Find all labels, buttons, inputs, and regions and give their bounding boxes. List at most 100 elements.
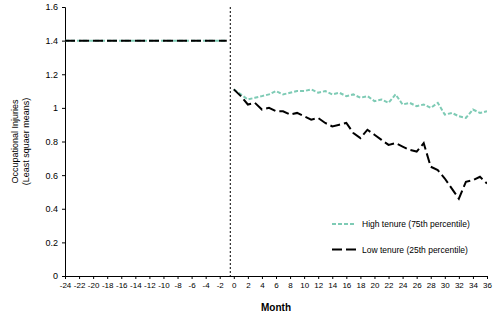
y-tick-label: 0.8 — [45, 137, 58, 147]
x-tick-mark — [459, 276, 460, 279]
y-tick: 0.2 — [45, 238, 65, 248]
legend: High tenure (75th percentile) Low tenure … — [332, 219, 470, 255]
x-tick: -8 — [174, 276, 182, 290]
legend-label: High tenure (75th percentile) — [362, 219, 470, 229]
y-tick: 0.6 — [45, 171, 65, 181]
y-tick-mark — [62, 142, 65, 143]
x-tick: 2 — [246, 276, 251, 290]
y-tick-label: 0.4 — [45, 204, 58, 214]
x-axis-line — [66, 277, 488, 280]
x-tick-mark — [374, 276, 375, 279]
x-tick: 14 — [328, 276, 337, 290]
x-tick: 30 — [441, 276, 450, 290]
x-tick-label: 22 — [385, 281, 394, 290]
y-tick: 0.4 — [45, 204, 65, 214]
x-tick-mark — [445, 276, 446, 279]
x-tick-label: 8 — [288, 281, 293, 290]
x-tick-label: -12 — [144, 281, 156, 290]
x-tick: 34 — [469, 276, 478, 290]
x-tick-label: -6 — [189, 281, 197, 290]
legend-item: Low tenure (25th percentile) — [332, 245, 468, 255]
y-tick-label: 0.2 — [45, 238, 58, 248]
x-tick-mark — [431, 276, 432, 279]
legend-label: Low tenure (25th percentile) — [362, 245, 468, 255]
data-area — [65, 7, 487, 276]
x-tick-label: -14 — [130, 281, 142, 290]
x-tick-label: -22 — [74, 281, 86, 290]
y-tick: 1.6 — [45, 2, 65, 12]
x-tick-mark — [403, 276, 404, 279]
x-tick-mark — [487, 276, 488, 279]
x-tick: -16 — [116, 276, 128, 290]
x-tick-mark — [417, 276, 418, 279]
y-tick: 1.4 — [45, 36, 65, 46]
x-tick-mark — [318, 276, 319, 279]
plot: -24-22-20-18-16-14-12-10-8-6-4-202468101… — [45, 2, 492, 289]
y-tick-mark — [62, 74, 65, 75]
x-tick-mark — [163, 276, 164, 279]
x-tick-label: 34 — [469, 281, 478, 290]
x-tick-mark — [192, 276, 193, 279]
y-axis-title-line: Occupational Injuries — [10, 99, 20, 184]
y-tick: 0 — [53, 271, 65, 281]
y-tick-mark — [62, 41, 65, 42]
x-tick: 16 — [342, 276, 351, 290]
y-axis-line — [62, 8, 66, 277]
x-tick: -4 — [203, 276, 211, 290]
x-tick: 10 — [300, 276, 309, 290]
y-tick-mark — [62, 209, 65, 210]
y-tick-label: 1.4 — [45, 36, 58, 46]
x-tick-label: -24 — [60, 281, 72, 290]
x-axis-title: Month — [261, 302, 291, 313]
x-tick-label: 2 — [246, 281, 251, 290]
x-axis: -24-22-20-18-16-14-12-10-8-6-4-202468101… — [60, 276, 493, 290]
y-tick-mark — [62, 276, 65, 277]
x-tick: 32 — [455, 276, 464, 290]
x-tick-mark — [178, 276, 179, 279]
x-tick-label: -20 — [88, 281, 100, 290]
y-tick-mark — [62, 242, 65, 243]
x-tick-mark — [206, 276, 207, 279]
x-tick: 28 — [427, 276, 436, 290]
y-axis-title-line: (Least squaer means) — [21, 98, 31, 186]
x-tick-mark — [107, 276, 108, 279]
x-tick-mark — [332, 276, 333, 279]
y-tick-label: 0 — [53, 271, 58, 281]
x-tick: 36 — [483, 276, 492, 290]
x-tick-mark — [346, 276, 347, 279]
reference-line — [230, 7, 231, 276]
x-tick: 20 — [371, 276, 380, 290]
x-tick-label: 12 — [314, 281, 323, 290]
x-tick: -22 — [74, 276, 86, 290]
x-tick: 12 — [314, 276, 323, 290]
x-tick: -20 — [88, 276, 100, 290]
x-tick-mark — [262, 276, 263, 279]
x-tick: -6 — [189, 276, 197, 290]
x-tick-label: -16 — [116, 281, 128, 290]
x-tick-label: 28 — [427, 281, 436, 290]
x-tick: 6 — [274, 276, 279, 290]
x-tick: -18 — [102, 276, 114, 290]
y-axis-title: Occupational Injuries(Least squaer means… — [10, 98, 31, 186]
x-tick: -14 — [130, 276, 142, 290]
legend-item: High tenure (75th percentile) — [332, 219, 470, 229]
y-tick: 0.8 — [45, 137, 65, 147]
x-tick-mark — [290, 276, 291, 279]
legend-swatch — [332, 223, 356, 225]
x-tick-mark — [149, 276, 150, 279]
x-tick: 0 — [232, 276, 237, 290]
x-tick-label: 4 — [260, 281, 265, 290]
x-tick-label: 30 — [441, 281, 450, 290]
x-tick-label: -8 — [174, 281, 182, 290]
x-tick-label: -4 — [203, 281, 211, 290]
x-tick-mark — [276, 276, 277, 279]
x-tick-label: 18 — [356, 281, 365, 290]
x-tick: 24 — [399, 276, 408, 290]
x-tick: -12 — [144, 276, 156, 290]
x-tick-mark — [121, 276, 122, 279]
x-tick: 4 — [260, 276, 265, 290]
x-tick-label: -18 — [102, 281, 114, 290]
y-tick: 1 — [53, 103, 65, 113]
x-tick-mark — [304, 276, 305, 279]
series-line — [65, 41, 487, 199]
